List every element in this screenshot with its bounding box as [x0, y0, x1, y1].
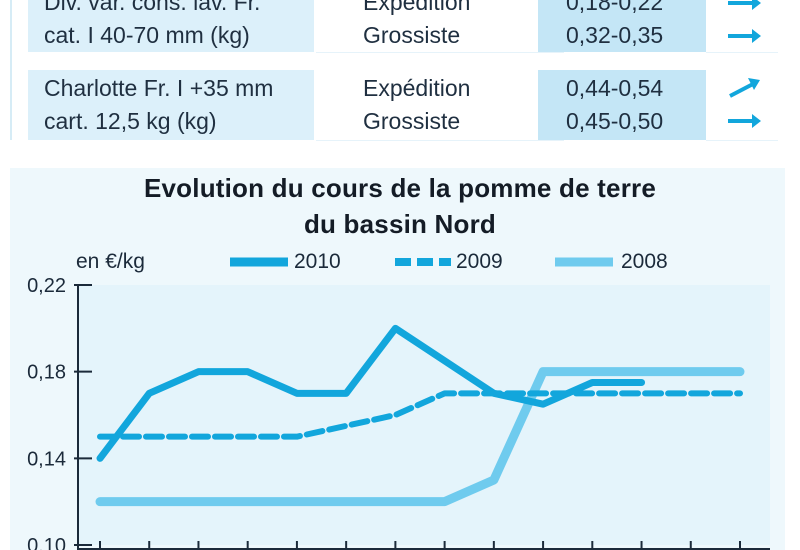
product-line: cat. I 40-70 mm (kg): [44, 22, 250, 48]
legend-label-2010: 2010: [294, 250, 341, 273]
series-line-2009: [97, 390, 743, 440]
series-line-2008: [95, 367, 745, 507]
legend-label-2009: 2009: [456, 250, 503, 273]
product-cell: Div. var. cons. lav. Fr. cat. I 40-70 mm…: [28, 0, 314, 52]
stage-cell: Expédition Grossiste: [316, 70, 564, 141]
y-axis-unit-label: en €/kg: [76, 250, 145, 273]
stage-cell: Expédition Grossiste: [316, 0, 564, 53]
arrow-right-icon: [728, 29, 761, 43]
stage-label: Grossiste: [363, 108, 461, 134]
price-value: 0,44-0,54: [566, 75, 664, 101]
stage-label: Expédition: [363, 0, 471, 15]
series-line-2010: [96, 324, 646, 462]
table-row: Div. var. cons. lav. Fr. cat. I 40-70 mm…: [28, 0, 778, 53]
table-row: Charlotte Fr. I +35 mm cart. 12,5 kg (kg…: [28, 70, 778, 141]
table-border: [10, 0, 12, 140]
price-value: 0,32-0,35: [566, 22, 664, 48]
price-cell: 0,18-0,22 0,32-0,35: [538, 0, 706, 52]
y-tick-label: 0,22: [27, 275, 66, 297]
y-tick-label: 0,14: [27, 448, 66, 470]
product-line: cart. 12,5 kg (kg): [44, 108, 217, 134]
legend-item-2009: 2009: [393, 248, 523, 276]
legend-swatch-2008: [555, 257, 613, 267]
product-line: Charlotte Fr. I +35 mm: [44, 75, 274, 101]
chart-title-line-1: Evolution du cours de la pomme de terre: [143, 173, 656, 203]
price-value: 0,45-0,50: [566, 108, 664, 134]
legend-item-2010: 2010: [228, 248, 358, 276]
legend-label-2008: 2008: [621, 250, 668, 273]
price-value: 0,18-0,22: [566, 0, 664, 15]
stage-label: Expédition: [363, 75, 471, 101]
arrow-right-icon: [728, 114, 761, 128]
arrow-right-icon: [728, 0, 761, 10]
y-tick-label: 0,18: [27, 362, 66, 384]
legend-swatch-2010: [230, 257, 288, 267]
arrow-up-right-icon: [729, 78, 760, 98]
price-cell: 0,44-0,54 0,45-0,50: [538, 70, 706, 140]
product-cell: Charlotte Fr. I +35 mm cart. 12,5 kg (kg…: [28, 70, 314, 140]
trend-cell: [706, 70, 778, 141]
product-line: Div. var. cons. lav. Fr.: [44, 0, 261, 15]
y-tick-label: 0,10: [27, 535, 66, 550]
price-table: Div. var. cons. lav. Fr. cat. I 40-70 mm…: [0, 0, 800, 145]
trend-cell: [706, 0, 778, 53]
chart-title-line-2: du bassin Nord: [303, 209, 497, 239]
legend-item-2008: 2008: [553, 248, 683, 276]
legend-swatch-2009: [395, 258, 451, 266]
stage-label: Grossiste: [363, 22, 461, 48]
